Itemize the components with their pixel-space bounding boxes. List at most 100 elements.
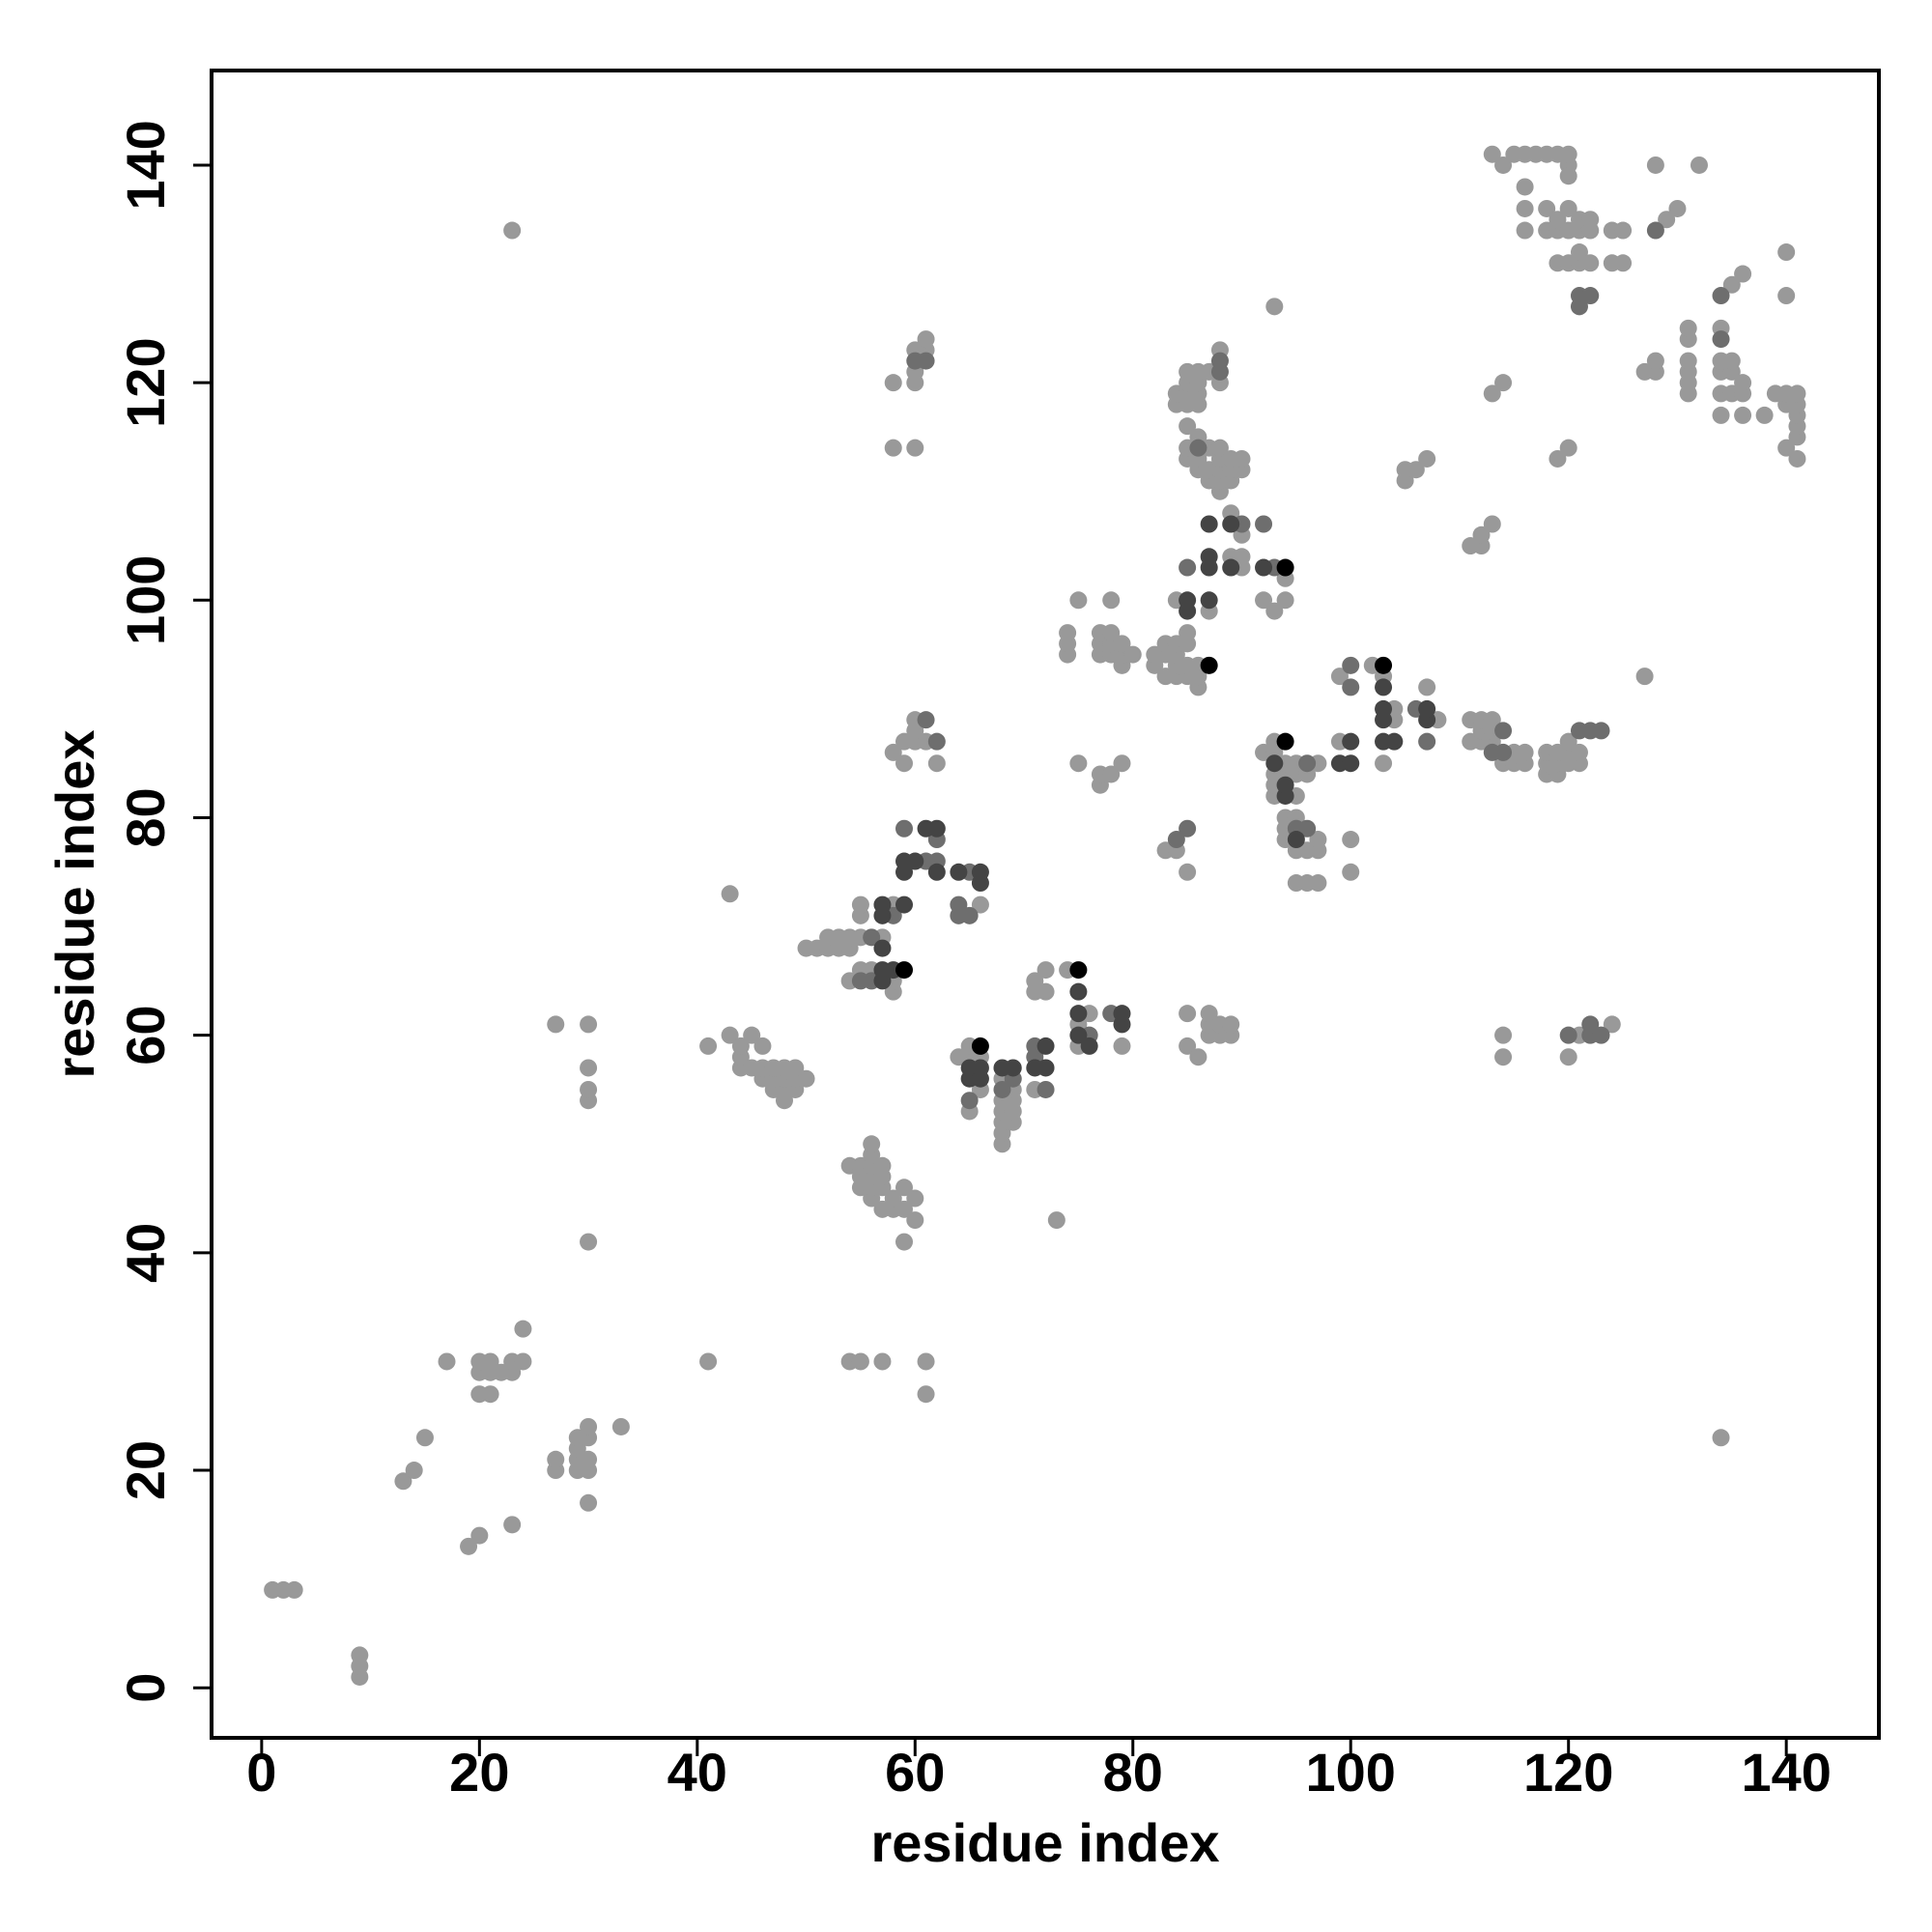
point (721, 1026, 739, 1044)
point (1222, 515, 1240, 533)
point (895, 961, 914, 980)
point (460, 1537, 478, 1555)
point (1069, 754, 1088, 773)
point (1406, 461, 1425, 479)
point (1777, 439, 1796, 457)
point (580, 1493, 598, 1512)
x-tick-label: 80 (1103, 1742, 1163, 1803)
point (580, 1450, 598, 1468)
point (960, 906, 979, 924)
point (1102, 765, 1121, 783)
point (1200, 548, 1218, 566)
point (1375, 678, 1393, 696)
y-tick-label: 60 (115, 1006, 176, 1065)
point (1646, 352, 1664, 370)
point (1222, 558, 1240, 577)
point (1494, 156, 1513, 174)
point (547, 1450, 565, 1468)
point (1559, 1048, 1577, 1066)
point (917, 1385, 935, 1404)
point (1309, 874, 1327, 893)
point (917, 711, 935, 729)
point (1179, 819, 1197, 838)
point (1179, 1005, 1197, 1023)
point (927, 754, 946, 773)
point (906, 1189, 924, 1208)
point (1548, 211, 1567, 229)
point (1788, 449, 1806, 468)
point (394, 1472, 412, 1491)
point (1668, 199, 1687, 217)
point (851, 895, 869, 914)
point (699, 1037, 718, 1055)
point (1375, 656, 1393, 674)
point (971, 863, 989, 881)
point (927, 732, 946, 751)
point (786, 1059, 805, 1077)
point (1418, 699, 1436, 718)
point (743, 1026, 761, 1044)
point (906, 1211, 924, 1230)
point (1734, 265, 1752, 283)
point (415, 1429, 434, 1447)
point (1047, 1211, 1065, 1230)
point (1581, 287, 1600, 305)
point (1635, 668, 1654, 686)
point (503, 221, 522, 240)
point (1516, 221, 1534, 240)
point (1712, 1429, 1730, 1447)
point (1080, 1037, 1098, 1055)
point (917, 1352, 935, 1371)
point (1614, 254, 1633, 272)
point (1342, 863, 1360, 881)
point (884, 374, 902, 392)
point (1679, 319, 1697, 337)
point (580, 1080, 598, 1098)
point (1255, 591, 1273, 610)
point (971, 1037, 989, 1055)
point (1233, 449, 1251, 468)
point (1179, 417, 1197, 436)
point (1287, 831, 1305, 849)
point (1418, 732, 1436, 751)
point (1559, 439, 1577, 457)
point (895, 895, 914, 914)
point (1265, 602, 1284, 620)
x-tick-label: 0 (246, 1742, 276, 1803)
point (1037, 982, 1055, 1001)
point (1113, 635, 1131, 653)
point (1712, 330, 1730, 349)
point (1037, 961, 1055, 980)
point (1559, 199, 1577, 217)
point (405, 1462, 423, 1480)
y-tick-label: 0 (115, 1673, 176, 1703)
point (1581, 1015, 1600, 1034)
point (1418, 449, 1436, 468)
point (1375, 699, 1393, 718)
point (1483, 515, 1501, 533)
point (895, 1200, 914, 1218)
point (1167, 831, 1185, 849)
point (1069, 591, 1088, 610)
point (1755, 406, 1774, 424)
point (1200, 591, 1218, 610)
point (1298, 754, 1317, 773)
y-axis-title: residue index (44, 729, 105, 1078)
point (1037, 1059, 1055, 1077)
point (1255, 558, 1273, 577)
point (1494, 1048, 1513, 1066)
point (1113, 754, 1131, 773)
point (873, 895, 892, 914)
point (285, 1580, 303, 1599)
point (1559, 1026, 1577, 1044)
point (971, 895, 989, 914)
x-tick-label: 20 (449, 1742, 509, 1803)
point (1200, 515, 1218, 533)
point (1603, 1015, 1621, 1034)
point (1734, 374, 1752, 392)
point (1069, 961, 1088, 980)
point (873, 1352, 892, 1371)
point (1375, 754, 1393, 773)
point (1179, 624, 1197, 642)
